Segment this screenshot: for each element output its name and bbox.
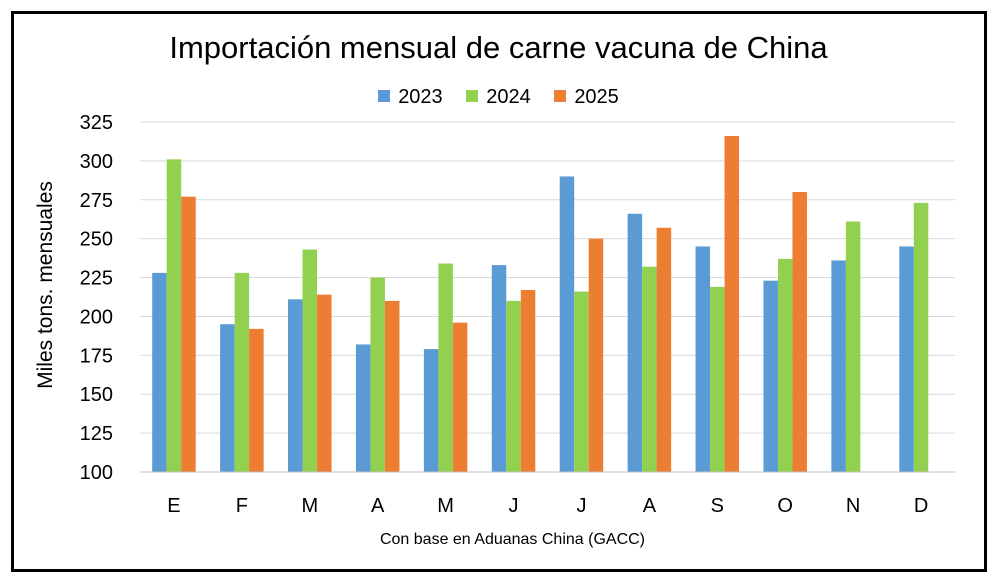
legend-swatch-2025: [554, 90, 567, 102]
bar-2024-6: [506, 300, 521, 472]
y-tick-label-300: 300: [80, 151, 113, 173]
y-tick-label-125: 125: [80, 423, 113, 445]
bar-2023-9: [695, 246, 711, 472]
bar-2023-4: [355, 344, 371, 472]
legend-item-2025: 2025: [554, 86, 619, 109]
legend-item-2024: 2024: [466, 86, 531, 109]
y-tick-label-175: 175: [80, 345, 113, 367]
y-tick-label-150: 150: [80, 384, 113, 406]
legend-label-2025: 2025: [574, 86, 619, 108]
bar-2025-3: [317, 294, 332, 472]
bar-2023-11: [831, 260, 846, 472]
y-tick-label-325: 325: [80, 112, 113, 134]
bar-2023-7: [559, 176, 575, 472]
chart-title: Importación mensual de carne vacuna de C…: [169, 30, 828, 65]
bar-2024-12: [913, 202, 929, 472]
bar-2025-9: [724, 136, 740, 472]
bar-2024-5: [438, 263, 453, 472]
y-tick-label-225: 225: [80, 268, 113, 290]
bar-2024-1: [166, 159, 182, 473]
bar-2024-3: [302, 249, 318, 472]
bar-2024-7: [574, 291, 589, 472]
bar-2023-2: [220, 324, 235, 472]
legend-label-2024: 2024: [486, 86, 531, 108]
bar-2025-10: [792, 192, 807, 472]
bar-2024-8: [642, 266, 657, 472]
x-tick-label-10: O: [777, 495, 793, 517]
x-tick-label-5: M: [437, 495, 454, 517]
bar-2025-1: [181, 196, 196, 472]
x-tick-label-8: A: [643, 495, 657, 517]
bar-2023-6: [491, 265, 507, 472]
bar-2025-6: [520, 290, 536, 472]
x-tick-label-6: J: [509, 495, 519, 517]
bar-2025-7: [588, 238, 604, 472]
x-tick-label-7: J: [576, 495, 586, 517]
bar-2024-9: [710, 286, 725, 472]
x-tick-label-1: E: [167, 495, 180, 517]
bar-2024-4: [370, 277, 385, 472]
bar-2023-12: [899, 246, 914, 472]
bar-2023-1: [152, 272, 167, 472]
bar-2023-8: [627, 213, 643, 472]
bar-2025-5: [452, 322, 468, 472]
legend-swatch-2024: [466, 90, 479, 102]
legend-label-2023: 2023: [398, 86, 443, 108]
bar-2023-3: [288, 299, 303, 472]
x-axis-label: Con base en Aduanas China (GACC): [379, 531, 646, 548]
x-tick-label-2: F: [236, 495, 248, 517]
y-tick-label-275: 275: [80, 190, 113, 212]
legend: 2023 2024 2025: [0, 86, 997, 109]
legend-item-2023: 2023: [378, 86, 443, 109]
x-tick-label-3: M: [301, 495, 318, 517]
bar-2025-2: [249, 328, 264, 472]
x-tick-label-11: N: [846, 495, 860, 517]
y-tick-label-200: 200: [80, 306, 113, 328]
x-tick-label-12: D: [914, 495, 928, 517]
y-tick-label-100: 100: [80, 462, 113, 484]
x-tick-label-9: S: [711, 495, 724, 517]
bar-2025-8: [656, 227, 672, 472]
y-tick-label-250: 250: [80, 229, 113, 251]
x-tick-label-4: A: [371, 495, 385, 517]
bar-2024-11: [845, 221, 861, 472]
bar-2024-10: [777, 258, 793, 472]
bar-2023-10: [763, 280, 778, 472]
bar-2024-2: [234, 272, 250, 472]
bar-2023-5: [423, 349, 439, 472]
bar-2025-4: [384, 300, 400, 472]
legend-swatch-2023: [378, 90, 391, 102]
